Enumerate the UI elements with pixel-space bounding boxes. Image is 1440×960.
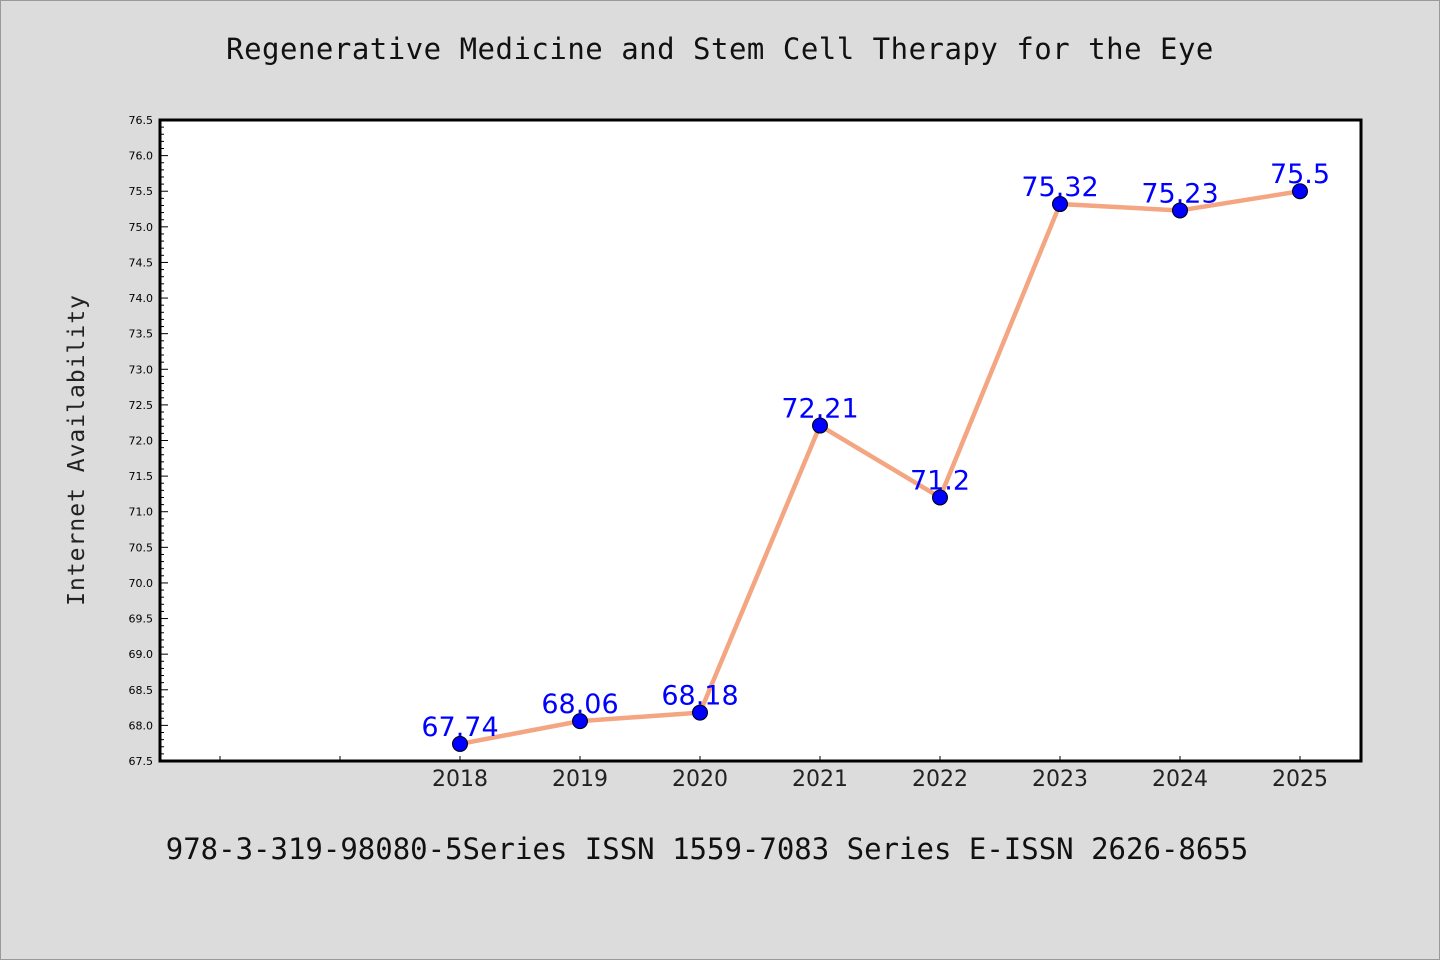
x-tick-label: 2025 [1272, 767, 1328, 792]
data-label: 72.21 [781, 394, 858, 425]
chart-title: Regenerative Medicine and Stem Cell Ther… [226, 32, 1214, 66]
x-tick-label: 2020 [672, 767, 728, 792]
y-tick-label: 74.0 [129, 292, 154, 305]
y-tick-label: 76.0 [129, 150, 154, 163]
y-tick-label: 71.5 [129, 470, 154, 483]
y-tick-label: 70.5 [129, 541, 154, 554]
x-tick-label: 2019 [552, 767, 608, 792]
x-tick-label: 2018 [432, 767, 488, 792]
y-tick-label: 72.0 [129, 435, 154, 448]
data-label: 68.06 [541, 689, 618, 720]
markers [452, 183, 1308, 752]
y-axis-label: Internet Availability [64, 294, 90, 606]
y-tick-label: 67.5 [129, 755, 154, 768]
data-point [1052, 196, 1068, 213]
y-tick-label: 69.5 [129, 613, 154, 626]
x-tick-label: 2023 [1032, 767, 1088, 792]
data-label: 75.23 [1141, 178, 1218, 209]
y-tick-label: 70.0 [129, 577, 154, 590]
y-tick-label: 73.0 [129, 363, 154, 376]
data-label: 75.5 [1270, 159, 1330, 190]
x-tick-label: 2021 [792, 767, 848, 792]
data-point [692, 704, 708, 721]
y-axis: 67.5 68.0 68.5 69.0 69.5 70.0 70.5 71.0 71.5 72.0… [129, 114, 168, 768]
data-point [1172, 202, 1188, 219]
footer-text: 978-3-319-98080-5Series ISSN 1559-7083 S… [165, 832, 1249, 866]
series-line [459, 189, 1301, 747]
y-tick-label: 68.5 [129, 684, 154, 697]
x-axis: 2018 2019 2020 2021 2022 2023 2024 2025 [219, 756, 1328, 792]
y-tick-label: 69.0 [129, 648, 154, 661]
data-label: 67.74 [421, 712, 498, 743]
y-tick-label: 72.5 [129, 399, 154, 412]
y-tick-label: 76.5 [129, 114, 154, 127]
data-point [572, 713, 588, 730]
x-tick-label: 2024 [1152, 767, 1208, 792]
y-tick-label: 75.5 [129, 185, 154, 198]
y-tick-label: 68.0 [129, 719, 154, 732]
y-tick-label: 71.0 [129, 506, 154, 519]
data-label: 71.2 [910, 465, 970, 496]
y-tick-label: 75.0 [129, 221, 154, 234]
y-tick-label: 73.5 [129, 328, 154, 341]
data-labels: 67.74 68.06 68.18 72.21 71.2 75.32 75.23 75.5 [421, 159, 1330, 743]
data-label: 68.18 [661, 681, 738, 712]
data-point [932, 489, 948, 506]
plot-area [158, 118, 1363, 763]
data-point [1292, 183, 1308, 200]
x-tick-label: 2022 [912, 767, 968, 792]
data-point [452, 735, 468, 752]
data-label: 75.32 [1021, 172, 1098, 203]
data-point [812, 417, 828, 434]
y-tick-label: 74.5 [129, 256, 154, 269]
